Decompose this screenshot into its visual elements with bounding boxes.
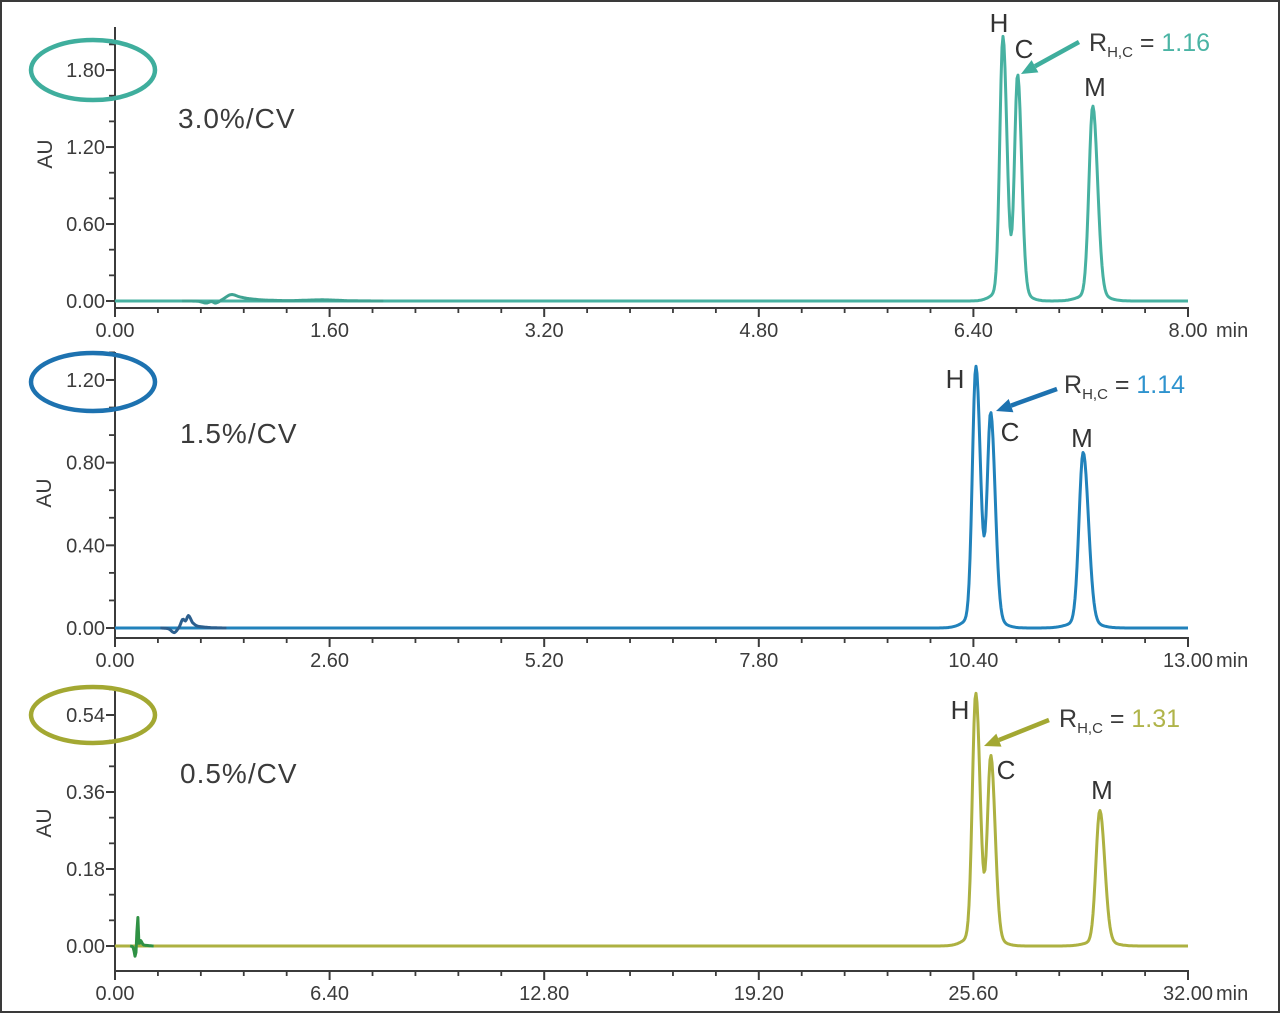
resolution-prefix: RH,C = (1064, 371, 1137, 403)
circled-y-scale-ellipse (28, 684, 158, 746)
resolution-annotation-top: RH,C = 1.16 (1089, 29, 1210, 61)
injection-disturbance (181, 293, 384, 305)
peak-label-H: H (990, 8, 1009, 38)
y-tick-label: 0.60 (66, 214, 105, 236)
injection-disturbance (129, 916, 155, 958)
x-tick-label: 1.60 (310, 320, 349, 342)
x-tick-label: 8.00 (1169, 320, 1208, 342)
y-tick-label: 0.36 (66, 782, 105, 804)
x-tick-label: 13.00 (1163, 650, 1213, 672)
peak-label-C: C (997, 755, 1016, 785)
y-tick-label: 0.00 (66, 291, 105, 313)
peak-label-H: H (951, 695, 970, 725)
y-tick-label: 0.00 (66, 936, 105, 958)
x-tick-label: 6.40 (310, 983, 349, 1005)
y-tick-label: 1.20 (66, 137, 105, 159)
chromatogram-trace (114, 364, 1189, 630)
chromatogram-trace (114, 34, 1189, 303)
resolution-annotation-middle: RH,C = 1.14 (1064, 371, 1185, 403)
x-tick-label: 7.80 (739, 650, 778, 672)
circled-y-scale-ellipse (28, 37, 158, 103)
x-tick-label: 0.00 (96, 320, 135, 342)
y-tick-label: 1.20 (66, 370, 105, 392)
peak-label-M: M (1071, 423, 1093, 453)
peak-label-H: H (946, 364, 965, 394)
circled-y-scale-ellipse (28, 350, 158, 414)
resolution-prefix: RH,C = (1059, 705, 1132, 737)
y-tick-label: 0.54 (66, 705, 105, 727)
peak-label-M: M (1091, 775, 1113, 805)
x-tick-label: 10.40 (948, 650, 998, 672)
resolution-arrow-shaft (1010, 386, 1058, 408)
chromatogram-trace (114, 691, 1189, 948)
y-tick-label: 0.80 (66, 453, 105, 475)
resolution-prefix: RH,C = (1089, 29, 1162, 61)
x-axis-unit: min (1216, 983, 1248, 1005)
x-axis-unit: min (1216, 650, 1248, 672)
y-tick-label: 0.40 (66, 535, 105, 557)
y-axis-title-top: AU (34, 139, 57, 169)
gradient-label-bottom: 0.5%/CV (180, 758, 298, 789)
x-tick-label: 32.00 (1163, 983, 1213, 1005)
resolution-value: 1.31 (1131, 705, 1181, 733)
x-tick-label: 6.40 (954, 320, 993, 342)
injection-disturbance (159, 614, 227, 635)
y-tick-label: 0.00 (66, 618, 105, 640)
y-tick-label: 0.18 (66, 859, 105, 881)
peak-label-C: C (1001, 417, 1020, 447)
x-tick-label: 3.20 (525, 320, 564, 342)
x-tick-label: 0.00 (96, 983, 135, 1005)
resolution-arrow-shaft (1033, 40, 1081, 69)
gradient-label-top: 3.0%/CV (178, 103, 296, 134)
y-axis-title-middle: AU (33, 478, 56, 508)
panel-top: 0.00 1.60 3.20 4.80 6.40 8.00 min 0.00 0.60 1.20 1… (28, 8, 1248, 342)
x-tick-label: 19.20 (734, 983, 784, 1005)
resolution-arrow-shaft (998, 717, 1050, 743)
panel-bottom: 0.00 6.40 12.80 19.20 25.60 32.00 min 0.00 0.18 0… (28, 684, 1248, 1005)
x-tick-label: 2.60 (310, 650, 349, 672)
panel-middle: 0.00 2.60 5.20 7.80 10.40 13.00 min 0.00 0.40 0.8… (28, 350, 1248, 672)
resolution-arrow-head (984, 733, 1002, 747)
gradient-label-middle: 1.5%/CV (180, 418, 298, 449)
y-tick-label: 1.80 (66, 60, 105, 82)
y-axis-title-bottom: AU (33, 808, 56, 838)
x-tick-label: 4.80 (739, 320, 778, 342)
x-tick-label: 12.80 (519, 983, 569, 1005)
x-tick-label: 5.20 (525, 650, 564, 672)
x-axis-unit: min (1216, 320, 1248, 342)
resolution-arrow-head (996, 399, 1014, 413)
resolution-value: 1.16 (1161, 29, 1211, 57)
resolution-annotation-bottom: RH,C = 1.31 (1059, 705, 1180, 737)
peak-label-M: M (1084, 72, 1106, 102)
x-tick-label: 25.60 (948, 983, 998, 1005)
peak-label-C: C (1015, 34, 1034, 64)
resolution-value: 1.14 (1136, 371, 1186, 399)
resolution-arrow-head (1021, 60, 1039, 74)
x-tick-label: 0.00 (96, 650, 135, 672)
